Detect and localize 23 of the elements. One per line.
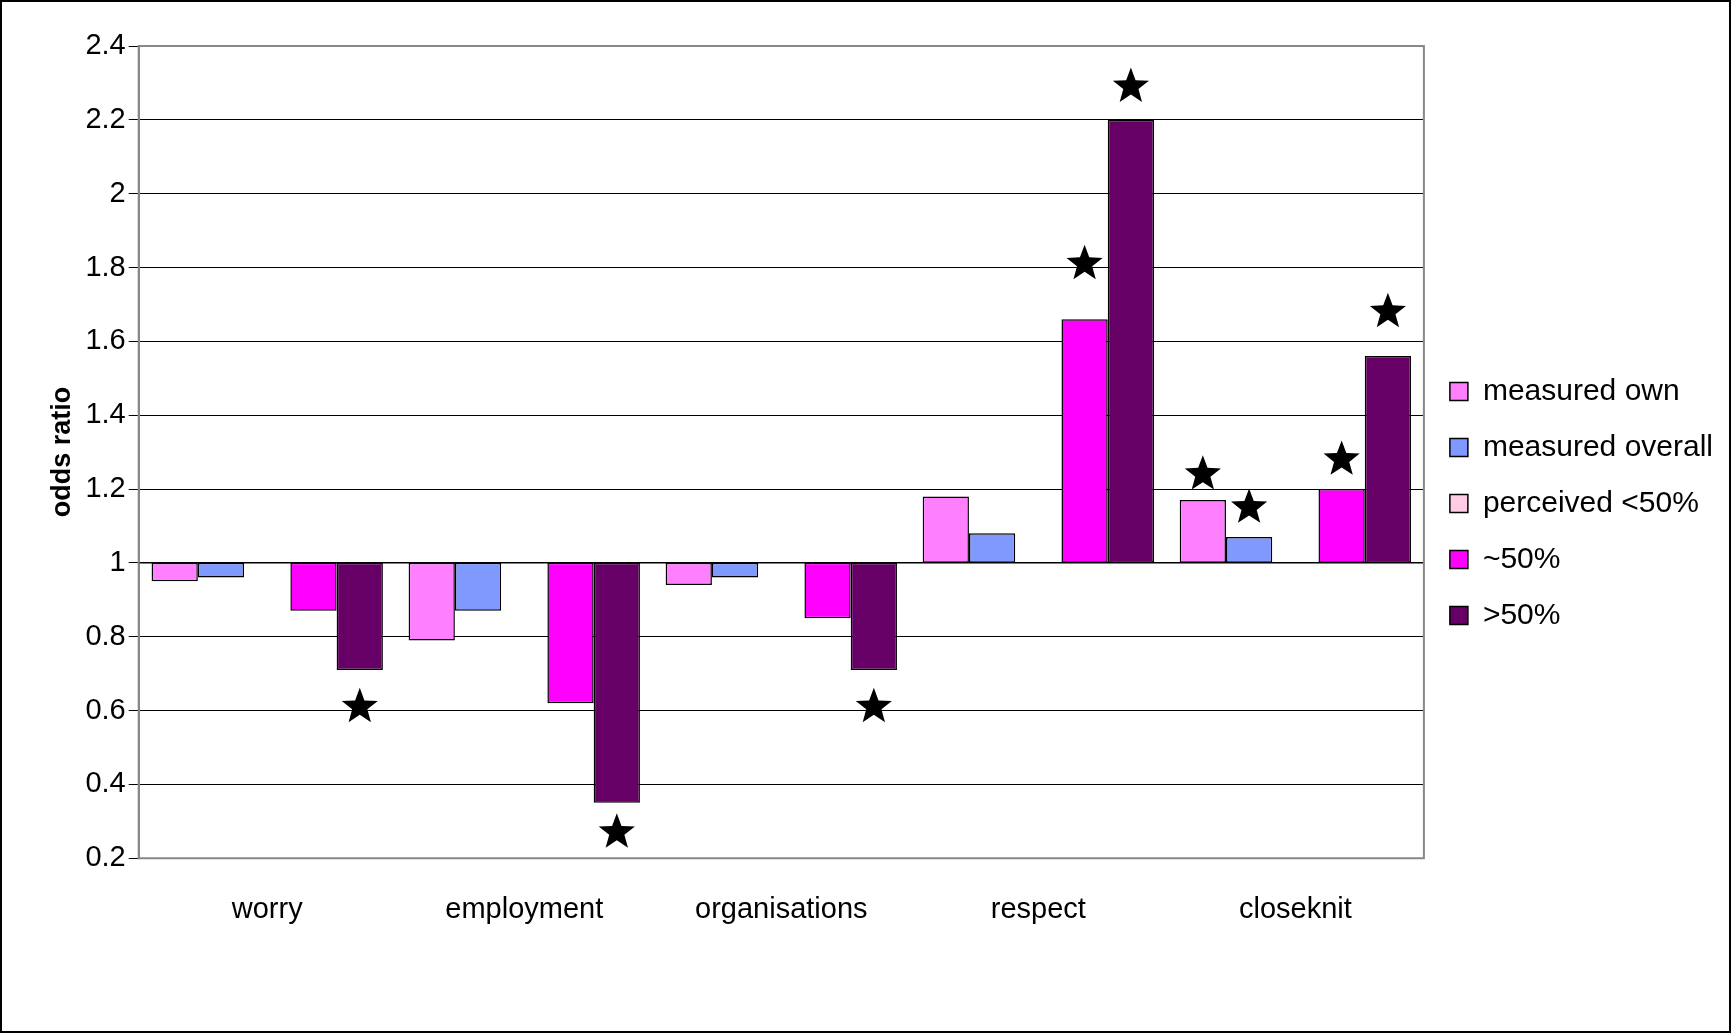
y-tick-label: 1.2 xyxy=(85,471,126,504)
y-tick-label: 0.8 xyxy=(85,618,126,651)
y-tick-label: 0.4 xyxy=(85,766,126,799)
y-tick-label: 1.4 xyxy=(85,397,126,430)
x-tick-label: employment xyxy=(445,891,604,924)
y-tick-label: 2 xyxy=(109,175,126,208)
y-tick-label: 0.2 xyxy=(85,840,126,873)
legend-label: measured own xyxy=(1482,372,1680,406)
y-tick-label: 0.6 xyxy=(85,692,126,725)
y-tick-label: 1.8 xyxy=(85,249,126,282)
y-tick-label: 2.2 xyxy=(85,101,126,134)
x-tick-label: organisations xyxy=(695,891,868,924)
legend-label: perceived <50% xyxy=(1482,484,1699,518)
y-tick-label: 2.4 xyxy=(85,28,126,60)
x-tick-label: worry xyxy=(230,891,304,924)
legend-label: ~50% xyxy=(1482,540,1561,574)
x-tick-label: respect xyxy=(990,891,1086,924)
y-tick-label: 1 xyxy=(109,544,126,577)
legend-label: >50% xyxy=(1482,596,1561,630)
y-tick-label: 1.6 xyxy=(85,323,126,356)
y-axis-title: odds ratio xyxy=(45,386,76,518)
legend-label: measured overall xyxy=(1482,428,1714,462)
x-tick-label: closeknit xyxy=(1238,891,1352,924)
